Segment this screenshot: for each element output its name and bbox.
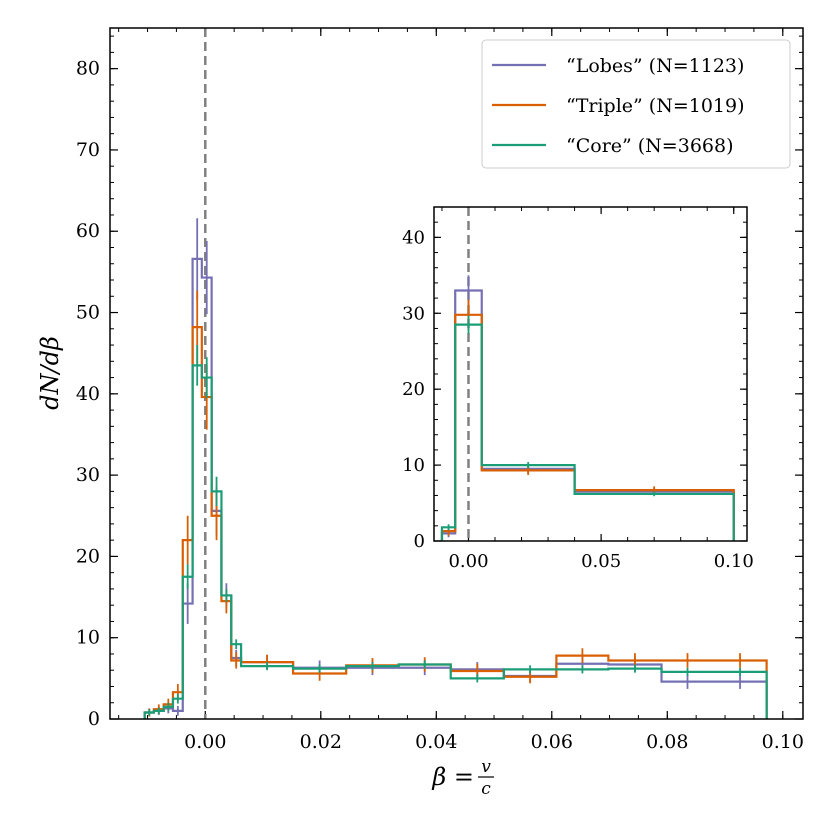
- inset-background: [434, 207, 747, 541]
- inset-y-tick-label: 10: [402, 455, 425, 476]
- inset-tick-labels: 0.00 0.05 0.10 0 10 20 30 40: [402, 227, 754, 572]
- x-axis-label: β = v c: [431, 757, 494, 799]
- main-y-tick-label: 30: [76, 464, 100, 486]
- main-y-tick-label: 70: [76, 139, 100, 161]
- legend-label-lobes: “Lobes” (N=1123): [566, 55, 744, 77]
- legend-label-core: “Core” (N=3668): [566, 135, 734, 157]
- legend-label-triple: “Triple” (N=1019): [566, 95, 745, 117]
- main-y-tick-label: 80: [76, 58, 100, 80]
- main-y-tick-label: 20: [76, 545, 100, 567]
- main-axes-frame: [109, 27, 804, 720]
- main-series-group: [143, 218, 768, 719]
- inset-axes-frame: [433, 206, 748, 542]
- x-axis-label-lhs: β =: [431, 763, 474, 791]
- inset-y-tick-label: 30: [402, 303, 425, 324]
- main-y-tick-label: 0: [88, 708, 100, 730]
- inset-plot: 0.00 0.05 0.10 0 10 20 30 40: [402, 206, 754, 572]
- main-x-tick-label: 0.06: [531, 731, 573, 753]
- main-series-core: [143, 345, 768, 719]
- legend-entry-triple: “Triple” (N=1019): [492, 95, 745, 117]
- main-x-tick-label: 0.04: [415, 731, 457, 753]
- inset-x-tick-label: 0.00: [448, 551, 488, 572]
- main-y-tick-label: 60: [76, 220, 100, 242]
- main-tick-labels: 0.00 0.02 0.04 0.06 0.08 0.10 0 10 20 30 40 50 60 70 8…: [76, 58, 804, 753]
- inset-series-core: [440, 315, 735, 541]
- main-x-tick-label: 0.00: [184, 731, 226, 753]
- inset-x-tick-label: 0.10: [714, 551, 754, 572]
- legend-entry-core: “Core” (N=3668): [492, 135, 734, 157]
- inset-y-tick-label: 40: [402, 227, 425, 248]
- inset-y-tick-label: 0: [414, 531, 425, 552]
- main-x-tick-label: 0.02: [300, 731, 342, 753]
- main-plot: 0.00 0.02 0.04 0.06 0.08 0.10 0 10 20 30 40 50 60 70 8…: [76, 27, 804, 753]
- x-axis-label-numerator: v: [481, 757, 491, 777]
- legend-entry-lobes: “Lobes” (N=1123): [492, 55, 744, 77]
- main-y-tick-label: 10: [76, 627, 100, 649]
- legend-box: [481, 39, 791, 169]
- inset-series-group: [440, 275, 735, 541]
- y-axis-label: dN/dβ: [36, 336, 64, 410]
- main-x-tick-label: 0.08: [646, 731, 688, 753]
- x-axis-label-denominator: c: [481, 779, 491, 799]
- inset-x-tick-label: 0.05: [581, 551, 621, 572]
- main-y-tick-label: 40: [76, 383, 100, 405]
- inset-y-tick-label: 20: [402, 379, 425, 400]
- main-y-tick-label: 50: [76, 302, 100, 324]
- main-x-tick-label: 0.10: [762, 731, 804, 753]
- legend: “Lobes” (N=1123) “Triple” (N=1019) “Core…: [481, 39, 791, 169]
